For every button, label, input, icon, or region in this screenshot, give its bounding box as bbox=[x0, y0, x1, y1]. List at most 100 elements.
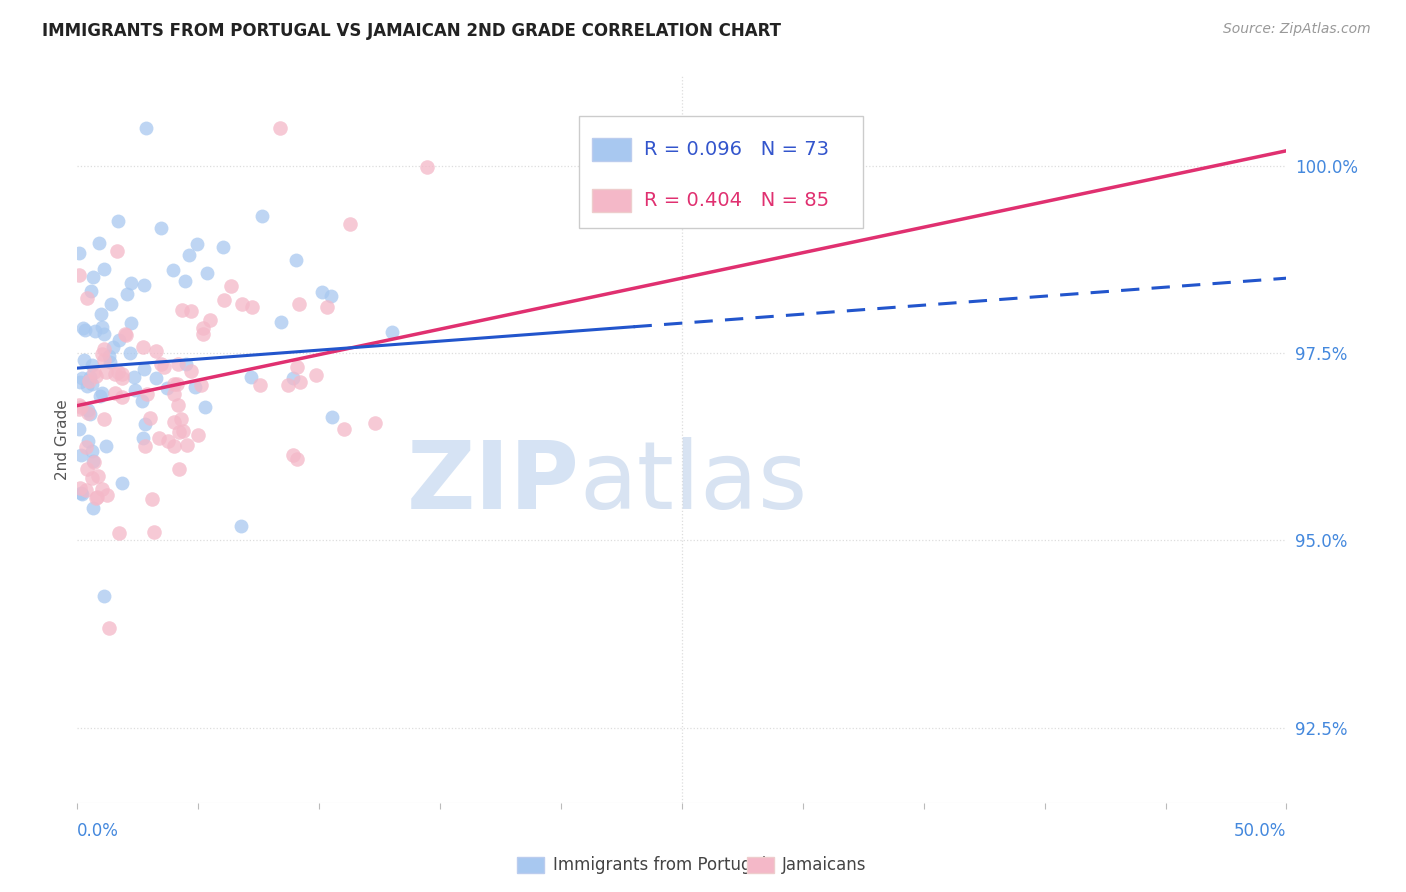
Point bbox=[84, 491, 107, 505]
Point bbox=[269, 121, 291, 136]
Point bbox=[91, 482, 114, 496]
Point bbox=[187, 428, 209, 442]
Point bbox=[134, 417, 156, 431]
Point bbox=[77, 374, 100, 388]
Text: R = 0.096   N = 73: R = 0.096 N = 73 bbox=[644, 140, 830, 159]
Point bbox=[177, 248, 200, 262]
Point bbox=[191, 327, 214, 342]
Point bbox=[184, 379, 207, 393]
Point bbox=[139, 411, 162, 425]
Point bbox=[120, 317, 142, 331]
Point bbox=[231, 297, 253, 311]
Y-axis label: 2nd Grade: 2nd Grade bbox=[55, 399, 70, 480]
Point bbox=[163, 439, 186, 453]
Point bbox=[163, 387, 186, 401]
Point bbox=[93, 262, 115, 277]
Point bbox=[90, 307, 112, 321]
Point bbox=[96, 365, 118, 379]
Text: Jamaicans: Jamaicans bbox=[782, 855, 866, 873]
Point bbox=[166, 398, 188, 412]
Point bbox=[98, 349, 121, 363]
Point bbox=[67, 401, 90, 416]
Point bbox=[69, 481, 91, 495]
Point bbox=[321, 410, 343, 425]
Point bbox=[132, 340, 155, 354]
Point bbox=[229, 519, 252, 533]
Point bbox=[82, 269, 104, 284]
Point bbox=[100, 355, 122, 369]
Point bbox=[114, 327, 136, 342]
Point bbox=[198, 312, 221, 326]
Point bbox=[100, 297, 122, 311]
Point bbox=[176, 438, 198, 452]
Point bbox=[107, 365, 129, 379]
Point bbox=[145, 371, 167, 385]
Point bbox=[173, 274, 195, 288]
Point bbox=[82, 501, 104, 516]
Point bbox=[167, 462, 190, 476]
Point bbox=[141, 491, 163, 506]
Point bbox=[87, 468, 110, 483]
Point bbox=[76, 406, 98, 420]
Text: R = 0.404   N = 85: R = 0.404 N = 85 bbox=[644, 191, 830, 210]
FancyBboxPatch shape bbox=[592, 189, 631, 212]
Point bbox=[316, 300, 339, 314]
Text: IMMIGRANTS FROM PORTUGAL VS JAMAICAN 2ND GRADE CORRELATION CHART: IMMIGRANTS FROM PORTUGAL VS JAMAICAN 2ND… bbox=[42, 22, 782, 40]
Point bbox=[89, 389, 111, 403]
Point bbox=[80, 284, 103, 298]
Point bbox=[82, 454, 104, 468]
Point bbox=[76, 440, 98, 454]
Point bbox=[79, 369, 101, 384]
Point bbox=[67, 422, 90, 436]
Point bbox=[132, 362, 155, 376]
Point bbox=[104, 386, 127, 401]
Point bbox=[80, 444, 103, 458]
FancyBboxPatch shape bbox=[579, 116, 863, 228]
Point bbox=[98, 621, 121, 635]
Point bbox=[143, 525, 166, 540]
Point bbox=[166, 357, 188, 371]
Point bbox=[87, 235, 110, 250]
Point bbox=[118, 346, 141, 360]
Point bbox=[69, 375, 91, 389]
Point bbox=[174, 358, 197, 372]
Point bbox=[75, 483, 97, 497]
FancyBboxPatch shape bbox=[747, 856, 773, 872]
Point bbox=[72, 321, 94, 335]
Point bbox=[132, 431, 155, 445]
Point bbox=[70, 487, 93, 501]
Point bbox=[67, 268, 90, 282]
Point bbox=[122, 370, 145, 384]
Point bbox=[105, 244, 128, 258]
Point bbox=[285, 452, 308, 467]
Point bbox=[91, 385, 114, 400]
Point bbox=[93, 326, 115, 341]
Point bbox=[77, 434, 100, 448]
Point bbox=[107, 214, 129, 228]
Point bbox=[114, 326, 136, 341]
Point bbox=[135, 387, 157, 401]
Point bbox=[79, 407, 101, 421]
Point bbox=[94, 439, 117, 453]
Text: atlas: atlas bbox=[579, 437, 807, 529]
Point bbox=[170, 412, 193, 426]
Point bbox=[76, 379, 98, 393]
Point bbox=[83, 364, 105, 378]
Point bbox=[290, 376, 312, 390]
Point bbox=[172, 424, 194, 438]
Point bbox=[86, 491, 108, 505]
Point bbox=[83, 324, 105, 338]
Point bbox=[111, 371, 134, 385]
Point bbox=[212, 293, 235, 308]
Point bbox=[91, 319, 114, 334]
Point bbox=[287, 297, 309, 311]
Point bbox=[186, 237, 208, 252]
Point bbox=[80, 471, 103, 485]
Point bbox=[311, 285, 333, 300]
Point bbox=[163, 376, 186, 391]
Point bbox=[281, 448, 304, 462]
Point bbox=[93, 412, 115, 426]
Point bbox=[149, 357, 172, 371]
Point bbox=[120, 276, 142, 290]
Point bbox=[319, 289, 342, 303]
